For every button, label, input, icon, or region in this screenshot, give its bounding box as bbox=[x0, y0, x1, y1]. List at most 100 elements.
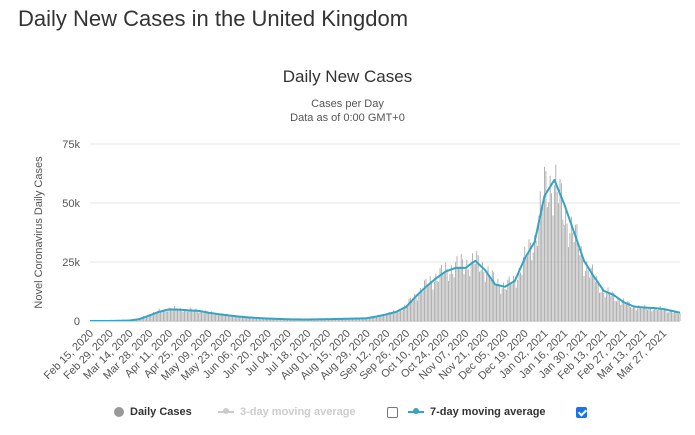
daily-case-bar bbox=[457, 267, 459, 321]
daily-case-bar bbox=[247, 316, 249, 321]
daily-case-bar bbox=[418, 293, 420, 321]
daily-case-bar bbox=[548, 202, 550, 321]
daily-case-bar bbox=[658, 307, 660, 321]
y-tick-label: 25k bbox=[62, 257, 80, 269]
daily-case-bar bbox=[480, 270, 482, 321]
daily-case-bar bbox=[491, 270, 493, 321]
daily-case-bar bbox=[472, 253, 473, 321]
daily-case-bar bbox=[583, 275, 585, 321]
daily-case-bar bbox=[345, 318, 346, 321]
daily-case-bar bbox=[203, 312, 205, 321]
daily-case-bar bbox=[616, 301, 617, 321]
daily-case-bar bbox=[628, 301, 630, 321]
daily-case-bar bbox=[227, 314, 229, 321]
daily-case-bar bbox=[484, 281, 486, 321]
daily-case-bar bbox=[409, 297, 411, 321]
daily-case-bar bbox=[337, 319, 339, 321]
daily-case-bar bbox=[380, 316, 382, 321]
legend-daily-cases-label: Daily Cases bbox=[130, 406, 192, 418]
daily-case-bar bbox=[170, 307, 171, 321]
daily-case-bar bbox=[385, 315, 387, 321]
daily-case-bar bbox=[510, 284, 512, 321]
daily-case-bar bbox=[632, 305, 634, 321]
daily-case-bar bbox=[232, 315, 233, 321]
legend-3-day-line-icon bbox=[218, 408, 234, 414]
daily-case-bar bbox=[390, 313, 392, 321]
daily-case-bar bbox=[671, 311, 672, 321]
daily-case-bar bbox=[477, 255, 479, 321]
daily-case-bar bbox=[192, 311, 194, 321]
daily-case-bar bbox=[604, 297, 606, 321]
legend-item-3-day-average[interactable]: 3-day moving average bbox=[218, 404, 356, 420]
daily-case-bar bbox=[436, 280, 438, 321]
daily-case-bar bbox=[601, 287, 603, 321]
daily-case-bar bbox=[404, 304, 406, 321]
daily-case-bar bbox=[659, 306, 661, 321]
daily-case-bar bbox=[258, 317, 260, 321]
daily-case-bar bbox=[178, 308, 180, 321]
daily-case-bar bbox=[664, 308, 665, 321]
daily-case-bar bbox=[452, 273, 454, 321]
daily-case-bar bbox=[398, 308, 400, 321]
daily-case-bar bbox=[153, 311, 154, 321]
chart-title: Daily New Cases bbox=[282, 67, 413, 86]
daily-case-bar bbox=[202, 312, 204, 321]
daily-case-bar bbox=[359, 318, 361, 321]
daily-case-bar bbox=[642, 306, 644, 321]
daily-case-bar bbox=[350, 318, 352, 321]
daily-case-bar bbox=[528, 239, 530, 321]
daily-case-bar bbox=[493, 272, 495, 321]
daily-case-bar bbox=[271, 318, 273, 321]
daily-case-bar bbox=[648, 307, 650, 321]
daily-case-bar bbox=[611, 291, 613, 321]
daily-case-bar bbox=[455, 262, 457, 321]
daily-case-bar bbox=[603, 292, 605, 321]
7-day-average-checkbox[interactable] bbox=[576, 407, 587, 418]
daily-case-bar bbox=[666, 312, 668, 321]
daily-case-bar bbox=[474, 264, 476, 321]
daily-case-bar bbox=[599, 292, 600, 321]
daily-case-bar bbox=[196, 311, 198, 321]
daily-case-bar bbox=[397, 311, 399, 321]
daily-case-bar bbox=[210, 311, 212, 321]
daily-case-bar bbox=[384, 315, 386, 321]
daily-case-bar bbox=[441, 264, 442, 321]
daily-case-bar bbox=[226, 313, 228, 321]
daily-case-bar bbox=[618, 300, 620, 321]
daily-case-bar bbox=[395, 312, 397, 321]
daily-case-bar bbox=[487, 266, 489, 321]
daily-case-bar bbox=[318, 319, 320, 321]
3-day-average-checkbox[interactable] bbox=[387, 407, 398, 418]
daily-case-bar bbox=[223, 315, 225, 321]
daily-case-bar bbox=[644, 305, 646, 321]
y-tick-label: 75k bbox=[62, 139, 80, 151]
daily-case-bar bbox=[360, 318, 362, 321]
daily-case-bar bbox=[656, 310, 658, 321]
y-tick-label: 0 bbox=[74, 316, 80, 328]
daily-case-bar bbox=[669, 310, 671, 321]
daily-case-bar bbox=[496, 284, 497, 321]
daily-case-bar bbox=[242, 315, 243, 321]
daily-case-bar bbox=[635, 310, 637, 321]
daily-case-bar bbox=[263, 317, 265, 321]
seven-day-average-line bbox=[90, 178, 681, 322]
daily-case-bar bbox=[408, 298, 410, 321]
daily-case-bar bbox=[459, 266, 461, 321]
daily-case-bar bbox=[624, 302, 626, 321]
daily-case-bar bbox=[367, 317, 369, 321]
legend-item-daily-cases[interactable]: Daily Cases bbox=[114, 404, 192, 420]
daily-case-bar bbox=[594, 281, 596, 321]
daily-case-bar bbox=[560, 183, 562, 321]
daily-case-bar bbox=[179, 308, 181, 321]
daily-case-bar bbox=[364, 318, 366, 321]
legend-item-7-day-average[interactable]: 7-day moving average bbox=[408, 404, 546, 420]
daily-case-bar bbox=[172, 308, 174, 321]
daily-case-bar bbox=[641, 308, 643, 321]
daily-case-bar bbox=[675, 310, 677, 321]
daily-case-bar bbox=[347, 318, 349, 321]
daily-case-bar bbox=[411, 301, 413, 321]
daily-case-bar bbox=[652, 309, 654, 321]
y-tick-label: 50k bbox=[62, 198, 80, 210]
daily-case-bar bbox=[647, 309, 648, 321]
daily-case-bar bbox=[593, 277, 595, 321]
